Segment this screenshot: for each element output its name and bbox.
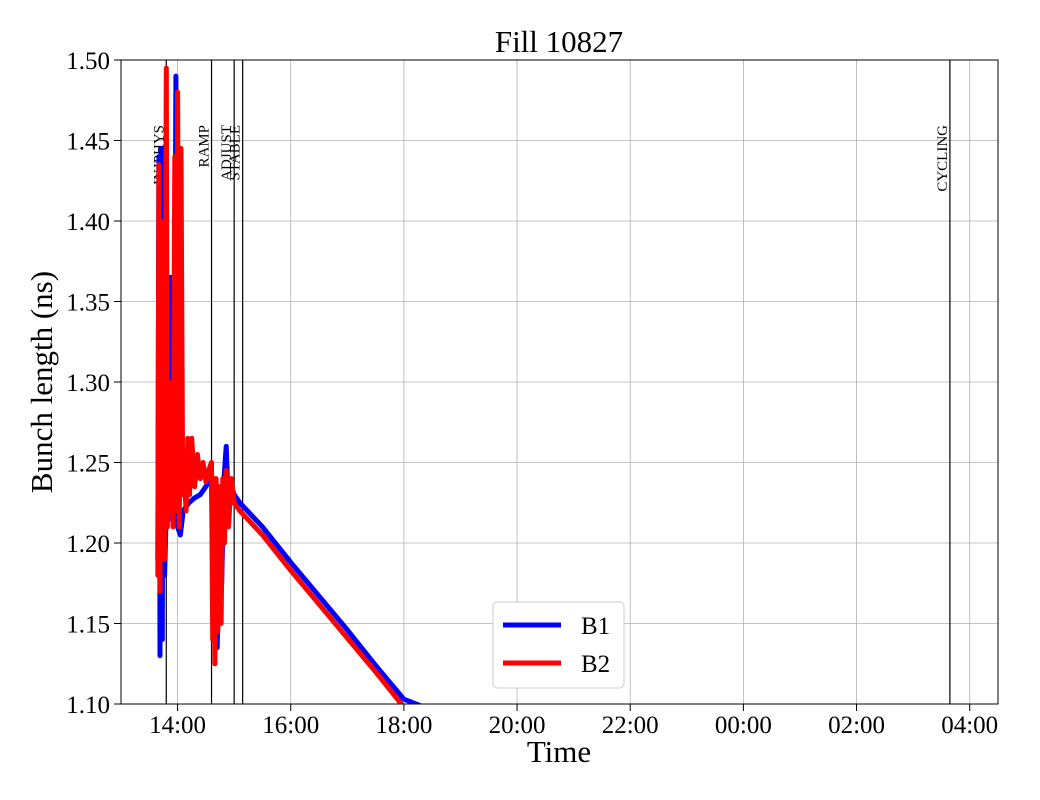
- y-tick-label: 1.15: [66, 612, 110, 639]
- y-axis-label: Bunch length (ns): [24, 271, 59, 493]
- y-tick-label: 1.45: [66, 129, 110, 156]
- x-tick-label: 20:00: [489, 712, 546, 739]
- x-tick-label: 16:00: [262, 712, 319, 739]
- phase-label: CYCLING: [935, 125, 951, 192]
- y-tick-label: 1.25: [66, 451, 110, 478]
- x-tick-label: 18:00: [375, 712, 432, 739]
- y-tick-label: 1.30: [66, 370, 110, 397]
- y-tick-label: 1.35: [66, 290, 110, 317]
- chart-title: Fill 10827: [495, 24, 623, 59]
- x-tick-label: 02:00: [828, 712, 885, 739]
- y-tick-label: 1.20: [66, 531, 110, 558]
- legend-label-b1: B1: [581, 613, 610, 640]
- phase-label: STABLE: [228, 125, 244, 180]
- y-tick-label: 1.10: [66, 692, 110, 719]
- series-lines: [155, 65, 423, 704]
- x-tick-label: 00:00: [715, 712, 772, 739]
- phase-label: ADJUST: [219, 125, 235, 181]
- x-tick-label: 14:00: [149, 712, 206, 739]
- x-axis-label: Time: [527, 734, 591, 769]
- x-tick-label: 04:00: [941, 712, 998, 739]
- x-tick-label: 22:00: [602, 712, 659, 739]
- phase-label: RAMP: [197, 125, 213, 168]
- x-axis-ticks: 14:00 16:00 18:00 20:00 22:00 00:00 02:00 04:00: [149, 704, 998, 739]
- series-line-b2: [155, 65, 405, 704]
- y-tick-label: 1.50: [66, 48, 110, 75]
- legend-label-b2: B2: [581, 651, 610, 678]
- y-tick-label: 1.40: [66, 209, 110, 236]
- y-axis-ticks: 1.10 1.15 1.20 1.25 1.30 1.35 1.40 1.45 1.50: [66, 48, 121, 719]
